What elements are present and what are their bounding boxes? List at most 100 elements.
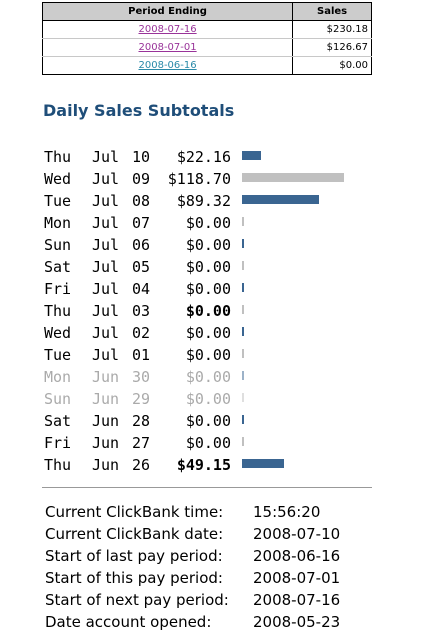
period-sales-3: $0.00 (292, 56, 372, 75)
month: Jul (92, 236, 120, 254)
daily-sales-bar (242, 415, 244, 424)
daily-sales-bar (242, 283, 244, 292)
period-table: Period Ending Sales 2008-07-16 $230.18 2… (41, 2, 372, 75)
month: Jul (92, 324, 120, 342)
info-value: 2008-05-23 (253, 613, 341, 631)
daily-amount: $0.00 (185, 412, 231, 430)
daily-amount: $0.00 (185, 236, 231, 254)
period-link-3[interactable]: 2008-06-16 (138, 60, 197, 71)
daily-amount: $0.00 (185, 258, 231, 276)
table-row: 2008-07-16 $230.18 (41, 20, 372, 39)
month: Jun (92, 434, 120, 452)
day-of-month: 26 (132, 456, 151, 474)
info-label: Start of this pay period: (45, 569, 223, 587)
info-label: Start of last pay period: (45, 547, 223, 565)
day-of-week: Mon (44, 214, 72, 232)
info-label: Current ClickBank time: (45, 503, 224, 521)
month: Jul (92, 170, 120, 188)
table-row: 2008-06-16 $0.00 (41, 56, 372, 75)
daily-sales-bar (242, 349, 244, 358)
period-sales-1: $230.18 (292, 20, 372, 39)
day-of-week: Tue (44, 346, 72, 364)
day-of-month: 06 (132, 236, 151, 254)
month: Jun (92, 368, 120, 386)
day-of-month: 29 (132, 390, 151, 408)
daily-amount: $0.00 (185, 346, 231, 364)
daily-amount: $118.70 (167, 170, 231, 188)
month: Jul (92, 346, 120, 364)
info-value: 15:56:20 (253, 503, 321, 521)
month: Jun (92, 390, 120, 408)
day-of-week: Wed (44, 170, 72, 188)
month: Jul (92, 258, 120, 276)
day-of-month: 01 (132, 346, 151, 364)
day-of-week: Thu (44, 456, 72, 474)
info-value: 2008-07-10 (253, 525, 341, 543)
daily-sales-bar (242, 459, 284, 468)
period-sales-2: $126.67 (292, 38, 372, 57)
day-of-month: 30 (132, 368, 151, 386)
info-label: Current ClickBank date: (45, 525, 224, 543)
month: Jul (92, 280, 120, 298)
daily-sales-bar (242, 217, 244, 226)
daily-sales-bar (242, 393, 244, 402)
day-of-month: 10 (132, 148, 151, 166)
daily-amount: $49.15 (176, 456, 231, 474)
daily-amount: $0.00 (185, 214, 231, 232)
daily-sales-bar (242, 173, 344, 182)
info-value: 2008-06-16 (253, 547, 341, 565)
day-of-month: 08 (132, 192, 151, 210)
daily-sales-bar (242, 305, 244, 314)
period-ending-header: Period Ending (41, 2, 294, 21)
day-of-week: Mon (44, 368, 72, 386)
month: Jul (92, 214, 120, 232)
day-of-month: 04 (132, 280, 151, 298)
daily-amount: $22.16 (176, 148, 231, 166)
day-of-week: Thu (44, 302, 72, 320)
period-link-2[interactable]: 2008-07-01 (138, 42, 197, 53)
day-of-week: Sat (44, 412, 72, 430)
daily-sales-bar (242, 371, 244, 380)
sales-header: Sales (292, 2, 372, 21)
divider (42, 487, 372, 488)
info-label: Start of next pay period: (45, 591, 229, 609)
info-value: 2008-07-16 (253, 591, 341, 609)
daily-sales-bar (242, 239, 244, 248)
daily-sales-bar (242, 261, 244, 270)
day-of-week: Thu (44, 148, 72, 166)
daily-sales-bar (242, 151, 261, 160)
section-title: Daily Sales Subtotals (43, 101, 235, 120)
daily-sales-bar (242, 437, 244, 446)
info-label: Date account opened: (45, 613, 212, 631)
day-of-month: 09 (132, 170, 151, 188)
daily-sales-bar (242, 195, 319, 204)
month: Jun (92, 412, 120, 430)
table-row: 2008-07-01 $126.67 (41, 38, 372, 57)
info-value: 2008-07-01 (253, 569, 341, 587)
month: Jul (92, 302, 120, 320)
daily-sales-bar (242, 327, 244, 336)
day-of-week: Sun (44, 236, 72, 254)
daily-amount: $0.00 (185, 390, 231, 408)
day-of-week: Fri (44, 280, 72, 298)
daily-amount: $0.00 (185, 434, 231, 452)
daily-amount: $0.00 (185, 324, 231, 342)
month: Jul (92, 148, 120, 166)
day-of-week: Tue (44, 192, 72, 210)
daily-amount: $89.32 (176, 192, 231, 210)
month: Jun (92, 456, 120, 474)
day-of-week: Fri (44, 434, 72, 452)
day-of-week: Wed (44, 324, 72, 342)
month: Jul (92, 192, 120, 210)
day-of-month: 07 (132, 214, 151, 232)
day-of-week: Sat (44, 258, 72, 276)
period-link-1[interactable]: 2008-07-16 (138, 24, 197, 35)
day-of-month: 03 (132, 302, 151, 320)
period-table-header: Period Ending Sales (41, 2, 372, 21)
day-of-month: 28 (132, 412, 151, 430)
day-of-week: Sun (44, 390, 72, 408)
day-of-month: 27 (132, 434, 151, 452)
daily-amount: $0.00 (185, 280, 231, 298)
daily-amount: $0.00 (185, 368, 231, 386)
day-of-month: 05 (132, 258, 151, 276)
